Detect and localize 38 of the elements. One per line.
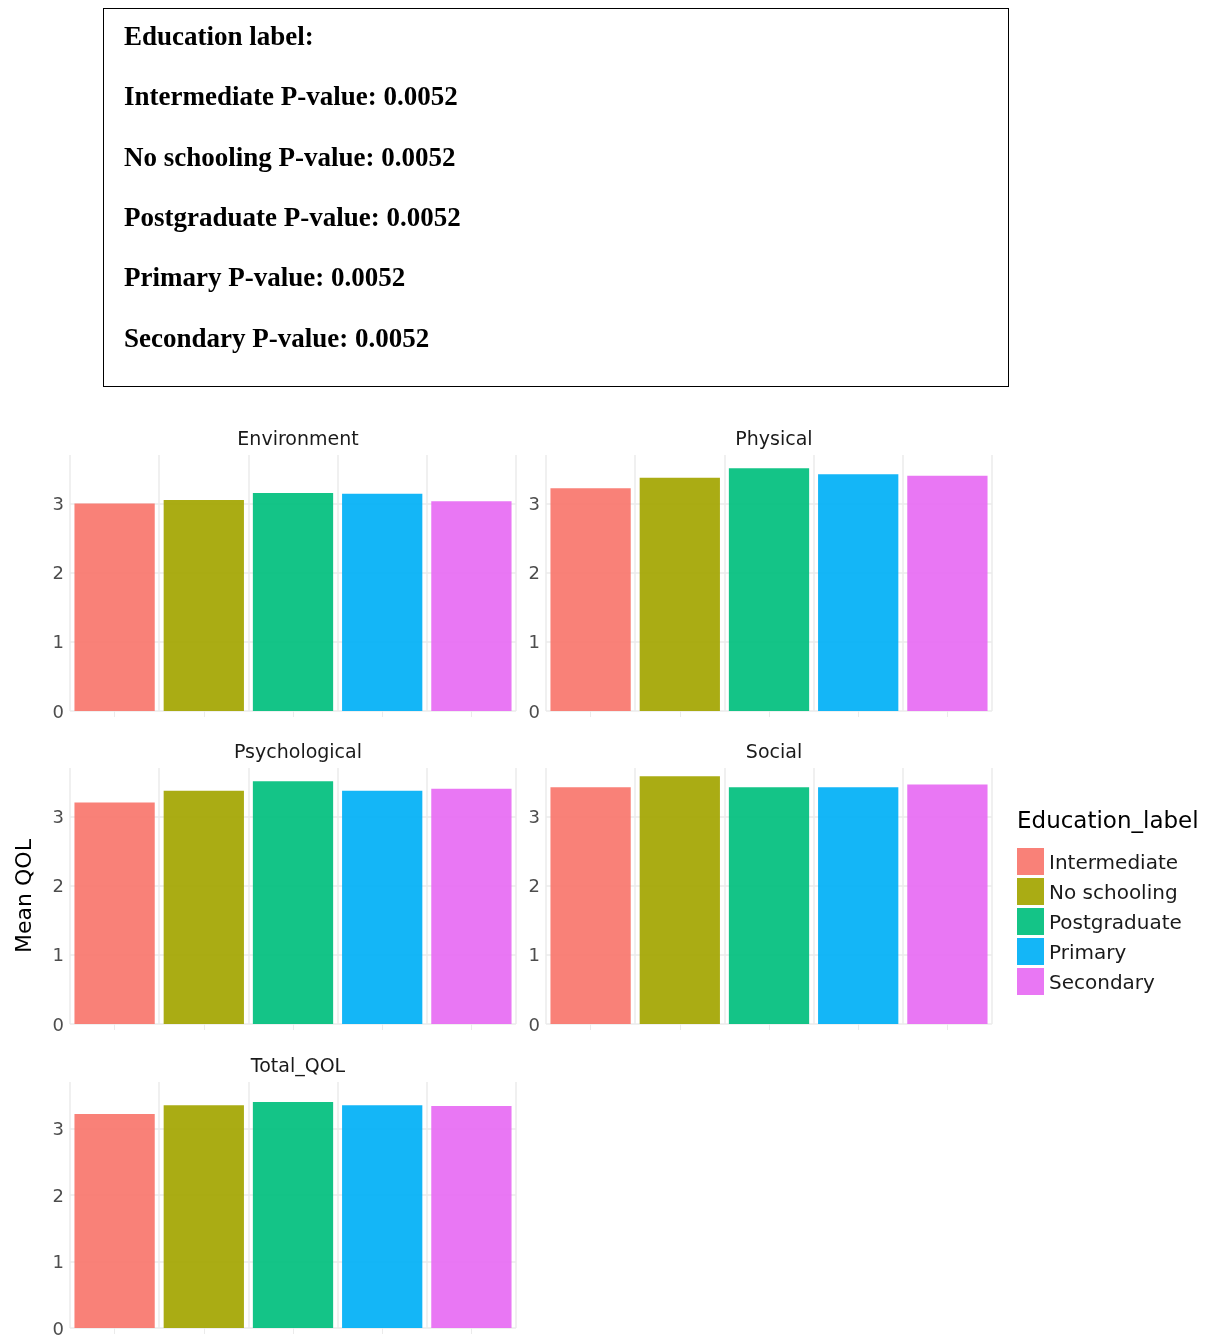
legend-title: Education_label: [1017, 806, 1199, 833]
chart-title: Total_QOL: [249, 1053, 346, 1077]
y-tick-label: 1: [528, 944, 540, 966]
y-tick-label: 0: [52, 1013, 64, 1035]
text: Secondary P-value: 0.0052: [124, 322, 430, 354]
y-axis-title: Mean QOL: [10, 838, 36, 953]
y-tick-label: 2: [528, 875, 540, 897]
text: Postgraduate P-value: 0.0052: [124, 201, 461, 233]
y-tick-label: 0: [528, 700, 540, 722]
y-tick-label: 2: [52, 875, 64, 897]
legend-label: Primary: [1049, 939, 1127, 964]
text: Education label:: [124, 21, 314, 52]
legend-label: Postgraduate: [1049, 909, 1182, 934]
chart-title: Psychological: [234, 739, 362, 762]
y-tick-label: 3: [52, 1118, 64, 1140]
y-tick-label: 0: [528, 1013, 540, 1035]
legend-label: Secondary: [1049, 969, 1156, 994]
y-tick-label: 2: [528, 562, 540, 584]
y-tick-label: 3: [528, 492, 540, 514]
y-tick-label: 3: [52, 492, 64, 514]
y-tick-label: 2: [52, 562, 64, 584]
y-tick-label: 1: [528, 631, 540, 653]
y-tick-label: 1: [52, 1251, 64, 1273]
text: Intermediate P-value: 0.0052: [124, 81, 458, 113]
y-tick-label: 0: [52, 700, 64, 722]
y-tick-label: 1: [52, 944, 64, 966]
chart-title: Social: [745, 739, 803, 762]
chart-title: Physical: [735, 426, 813, 449]
text: No schooling P-value: 0.0052: [124, 141, 456, 173]
legend-label: No schooling: [1049, 879, 1178, 904]
legend-label: Intermediate: [1049, 849, 1179, 874]
y-tick-label: 3: [52, 805, 64, 827]
y-tick-label: 0: [52, 1317, 64, 1337]
y-tick-label: 3: [528, 805, 540, 827]
y-tick-label: 2: [52, 1184, 64, 1206]
y-tick-label: 1: [52, 631, 64, 653]
text: Primary P-value: 0.0052: [124, 262, 406, 294]
chart-title: Environment: [237, 426, 359, 449]
